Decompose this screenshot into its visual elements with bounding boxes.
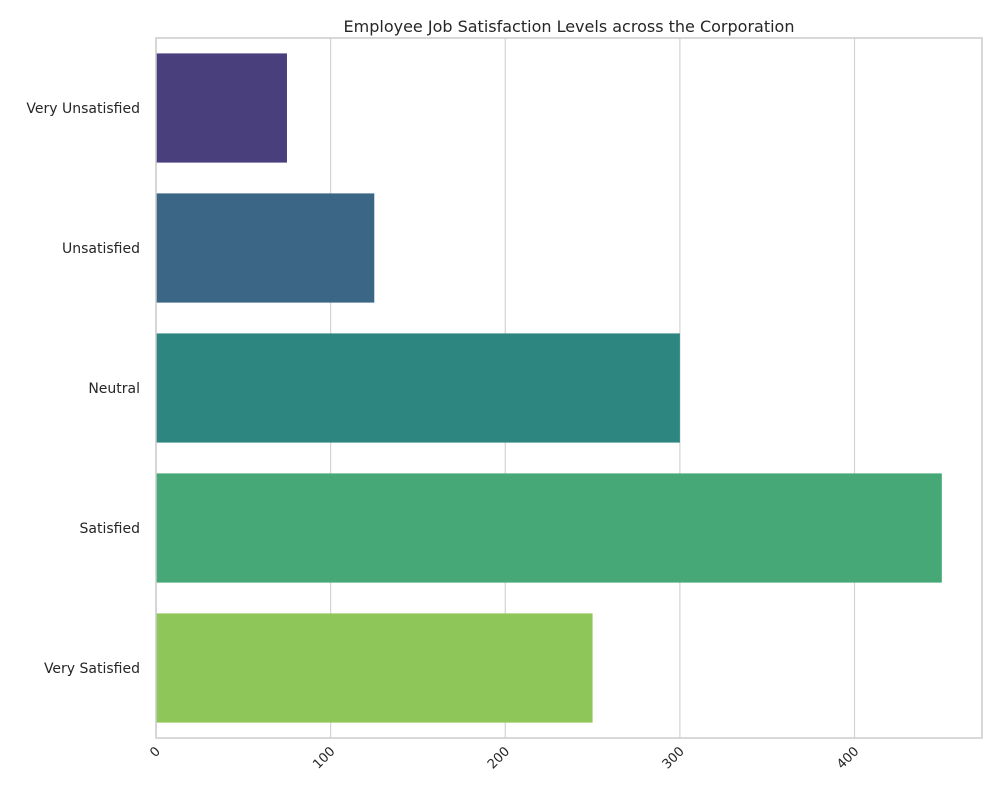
plot-frame [155, 37, 983, 739]
bar-satisfied [156, 473, 942, 583]
bar-unsatisfied [156, 193, 375, 303]
y-tick-label: Very Unsatisfied [26, 101, 140, 117]
bar-neutral [156, 333, 680, 443]
y-axis-tick-labels: Very Unsatisfied Unsatisfied Neutral Satisf… [26, 101, 140, 677]
y-tick-label: Unsatisfied [62, 241, 140, 257]
x-tick-label: 0 [147, 744, 163, 760]
x-axis-tick-labels: 0 100 200 300 400 [147, 744, 862, 772]
y-tick-label: Neutral [88, 381, 140, 397]
x-tick-label: 200 [485, 744, 513, 772]
bar-very-unsatisfied [156, 53, 287, 163]
x-tick-label: 300 [660, 744, 688, 772]
bars [156, 53, 942, 723]
x-tick-label: 100 [310, 744, 338, 772]
chart-title: Employee Job Satisfaction Levels across … [344, 17, 795, 36]
y-tick-label: Satisfied [80, 521, 140, 537]
bar-very-satisfied [156, 613, 593, 723]
y-tick-label: Very Satisfied [44, 661, 140, 677]
x-tick-label: 400 [834, 744, 862, 772]
